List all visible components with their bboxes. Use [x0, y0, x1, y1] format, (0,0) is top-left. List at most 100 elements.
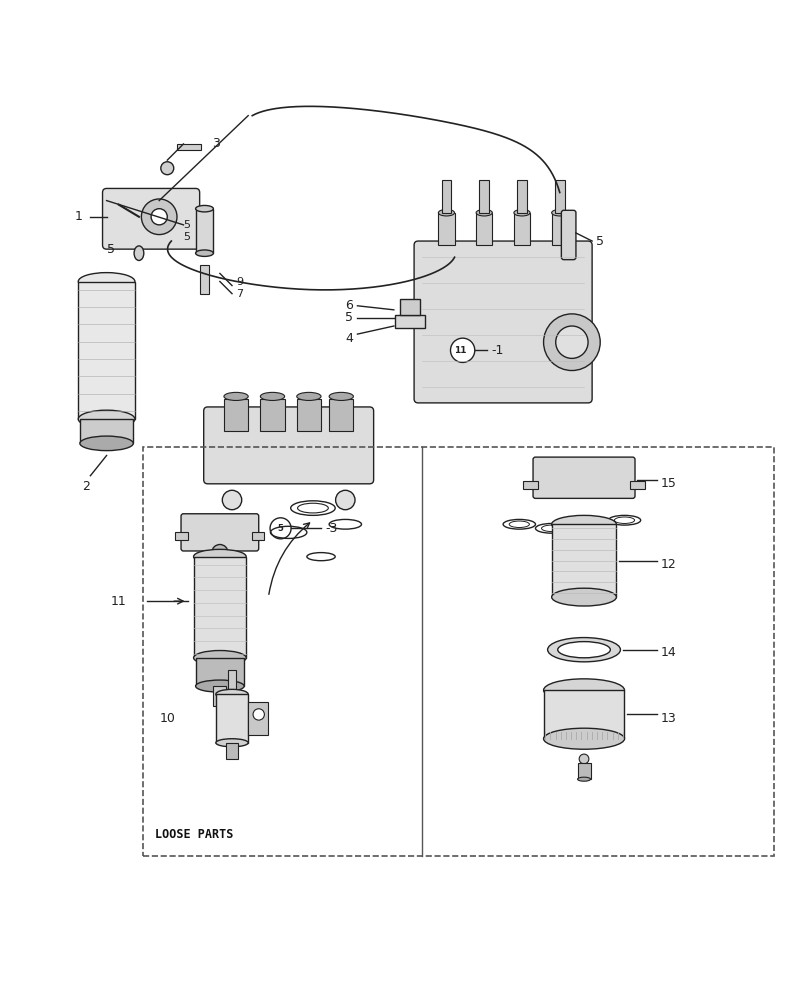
- Text: 11: 11: [453, 346, 466, 355]
- Bar: [213, 686, 226, 706]
- Ellipse shape: [547, 638, 620, 662]
- Ellipse shape: [551, 588, 616, 606]
- FancyBboxPatch shape: [204, 407, 373, 484]
- Circle shape: [578, 754, 588, 764]
- Ellipse shape: [328, 392, 353, 400]
- Text: 12: 12: [660, 558, 676, 571]
- Circle shape: [212, 545, 228, 561]
- Text: LOOSE PARTS: LOOSE PARTS: [155, 828, 234, 841]
- Text: 7: 7: [236, 289, 242, 299]
- Bar: [177, 144, 201, 150]
- Bar: [224, 399, 248, 431]
- Ellipse shape: [513, 209, 530, 216]
- Text: 15: 15: [660, 477, 676, 490]
- Bar: [193, 557, 246, 658]
- Circle shape: [335, 490, 354, 510]
- Text: 10: 10: [159, 712, 175, 725]
- Ellipse shape: [79, 436, 133, 451]
- Ellipse shape: [557, 642, 610, 658]
- Bar: [200, 265, 209, 294]
- FancyBboxPatch shape: [102, 188, 200, 249]
- FancyBboxPatch shape: [532, 457, 634, 498]
- Ellipse shape: [216, 689, 248, 699]
- Ellipse shape: [543, 728, 624, 749]
- Bar: [195, 209, 213, 253]
- Circle shape: [151, 209, 167, 225]
- Bar: [216, 694, 248, 743]
- Circle shape: [141, 199, 177, 235]
- Circle shape: [222, 490, 242, 510]
- Text: 4: 4: [345, 332, 353, 345]
- FancyBboxPatch shape: [560, 210, 575, 260]
- Text: 5: 5: [182, 220, 190, 230]
- Text: 1: 1: [75, 210, 82, 223]
- Bar: [225, 743, 238, 759]
- Text: 5: 5: [182, 232, 190, 242]
- Text: 2: 2: [83, 480, 90, 493]
- Text: 6: 6: [345, 299, 353, 312]
- Bar: [577, 763, 590, 779]
- Ellipse shape: [475, 209, 491, 216]
- Bar: [543, 690, 624, 739]
- Bar: [438, 213, 454, 245]
- Bar: [328, 399, 353, 431]
- Bar: [475, 213, 491, 245]
- Text: 5: 5: [345, 311, 353, 324]
- Ellipse shape: [224, 392, 248, 400]
- Bar: [228, 670, 236, 690]
- Bar: [395, 315, 424, 328]
- Ellipse shape: [438, 209, 454, 216]
- Bar: [296, 399, 320, 431]
- Ellipse shape: [193, 651, 246, 665]
- Text: -3: -3: [324, 522, 337, 535]
- Bar: [143, 447, 773, 856]
- Bar: [248, 702, 268, 735]
- Text: 5: 5: [277, 524, 283, 533]
- Bar: [551, 213, 567, 245]
- Ellipse shape: [195, 680, 244, 692]
- Ellipse shape: [260, 392, 285, 400]
- Text: 9: 9: [236, 277, 242, 287]
- Bar: [400, 299, 419, 315]
- Text: 3: 3: [212, 137, 220, 150]
- Bar: [441, 180, 451, 213]
- Bar: [554, 180, 564, 213]
- Bar: [478, 180, 488, 213]
- Ellipse shape: [195, 250, 213, 256]
- Text: -1: -1: [491, 344, 503, 357]
- Bar: [517, 180, 526, 213]
- Bar: [260, 399, 285, 431]
- Ellipse shape: [78, 410, 135, 428]
- Bar: [175, 532, 187, 540]
- Text: 13: 13: [660, 712, 676, 725]
- Bar: [523, 481, 537, 489]
- Text: 14: 14: [660, 646, 676, 659]
- Bar: [629, 481, 644, 489]
- Text: 11: 11: [111, 595, 127, 608]
- Ellipse shape: [195, 205, 213, 212]
- Text: 5: 5: [595, 235, 603, 248]
- Bar: [252, 532, 264, 540]
- Circle shape: [450, 338, 474, 362]
- Ellipse shape: [193, 549, 246, 564]
- Bar: [78, 282, 135, 419]
- Ellipse shape: [134, 246, 144, 260]
- Ellipse shape: [577, 777, 590, 781]
- Ellipse shape: [551, 209, 567, 216]
- Circle shape: [555, 326, 587, 358]
- Ellipse shape: [543, 679, 624, 701]
- Bar: [79, 419, 133, 443]
- Ellipse shape: [216, 739, 248, 747]
- Circle shape: [253, 709, 264, 720]
- Text: 5: 5: [106, 243, 114, 256]
- FancyBboxPatch shape: [181, 514, 259, 551]
- Circle shape: [543, 314, 599, 371]
- Ellipse shape: [78, 273, 135, 290]
- Circle shape: [161, 162, 174, 175]
- Ellipse shape: [296, 392, 320, 400]
- Bar: [513, 213, 530, 245]
- Circle shape: [270, 518, 290, 539]
- Bar: [551, 524, 616, 597]
- FancyBboxPatch shape: [414, 241, 591, 403]
- Ellipse shape: [551, 515, 616, 533]
